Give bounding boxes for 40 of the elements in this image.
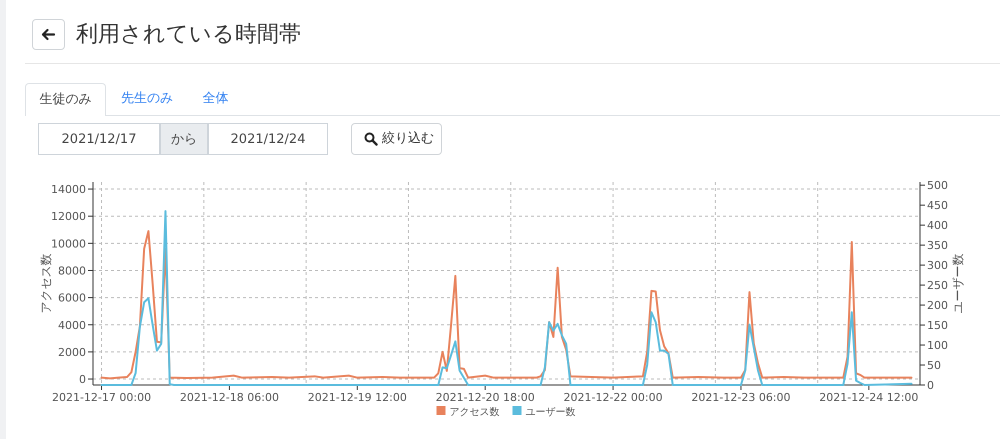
x-tick-label: 2021-12-19 12:00 [308,391,407,404]
text: から [160,123,208,155]
x-tick-label: 2021-12-18 06:00 [180,391,279,404]
y2-tick-label: 450 [927,199,948,212]
y2-tick-label: 150 [927,319,948,332]
text: 先生のみ [120,90,174,108]
y2-tick-label: 0 [927,379,934,392]
y-tick-label: 2000 [58,346,86,359]
x-tick-label: 2021-12-17 00:00 [52,391,152,404]
y2-tick-label: 400 [927,219,948,232]
text: 2021/12/17 [38,123,160,155]
y-tick-label: 10000 [51,237,86,250]
x-tick-label: 2021-12-22 00:00 [564,391,663,404]
y2-tick-label: 500 [927,179,948,192]
y2-tick-label: 250 [927,279,948,292]
y-tick-label: 14000 [51,183,86,196]
legend-label: ユーザー数 [526,407,576,418]
y-tick-label: 0 [79,373,86,386]
y2-tick-label: 350 [927,239,948,252]
text: 生徒のみ [25,83,106,116]
y2-tick-label: 100 [927,339,948,352]
y2-tick-label: 50 [927,359,941,372]
line-series [100,230,912,380]
y-tick-label: 8000 [58,264,86,278]
text: 2021/12/24 [208,123,328,155]
y2-axis-title: ユーザー数 [951,254,965,314]
x-tick-label: 2021-12-24 12:00 [819,391,918,404]
y2-tick-label: 300 [927,259,948,272]
x-tick-label: 2021-12-20 18:00 [436,391,535,404]
legend-label: アクセス数 [450,407,500,418]
text: 全体 [202,90,230,108]
x-tick-label: 2021-12-23 06:00 [691,391,791,404]
line-series [100,210,912,386]
y-tick-label: 4000 [58,318,86,332]
chart-title: 利用されている時間帯 [76,21,301,49]
y-axis-title: アクセス数 [39,254,53,314]
text: 絞り込む [351,123,442,155]
y-tick-label: 6000 [58,292,86,305]
y-tick-label: 12000 [51,210,86,224]
y2-tick-label: 200 [927,299,948,312]
